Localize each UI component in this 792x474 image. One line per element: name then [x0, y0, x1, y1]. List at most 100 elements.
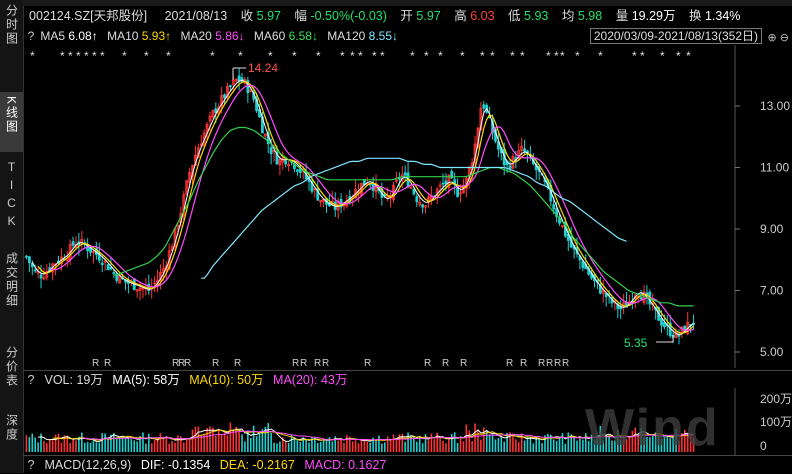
candle-body	[444, 180, 448, 184]
r-marker[interactable]: R	[538, 358, 545, 369]
event-star-marker[interactable]: *	[490, 49, 495, 63]
r-marker[interactable]: R	[234, 358, 241, 369]
tab-tick[interactable]: TICK	[0, 160, 23, 240]
candle-body	[141, 287, 145, 290]
event-star-marker[interactable]: *	[60, 49, 65, 63]
ma10-line	[37, 80, 694, 334]
date-range-box[interactable]: 2020/03/09-2021/08/13(352日)	[589, 28, 762, 44]
candle-body	[601, 289, 605, 294]
r-marker[interactable]: R	[442, 358, 449, 369]
r-marker[interactable]: R	[172, 358, 179, 369]
tab-kline[interactable]: K线图	[0, 92, 23, 152]
r-marker[interactable]: R	[104, 358, 111, 369]
event-star-marker[interactable]: *	[380, 49, 385, 63]
event-star-marker[interactable]: *	[238, 49, 243, 63]
tab-kline-label: K线图	[4, 96, 19, 135]
candle-body	[604, 293, 608, 298]
sidebar: 分时图 K线图 TICK 成交明细 分价表 深度	[0, 0, 24, 473]
candle-body	[409, 186, 413, 189]
candle-body	[412, 188, 416, 195]
event-star-marker[interactable]: *	[144, 49, 149, 63]
candle-body	[30, 263, 34, 268]
event-star-marker[interactable]: *	[292, 49, 297, 63]
tab-price-table[interactable]: 分价表	[0, 346, 23, 402]
event-star-marker[interactable]: *	[68, 49, 73, 63]
event-star-marker[interactable]: *	[122, 49, 127, 63]
price-tick-label: 13.00	[760, 99, 790, 113]
candle-body	[115, 273, 119, 281]
tab-depth[interactable]: 深度	[0, 414, 23, 464]
r-marker[interactable]: R	[554, 358, 561, 369]
event-star-marker[interactable]: *	[676, 49, 681, 63]
candle-body	[663, 322, 666, 328]
r-marker[interactable]: R	[562, 358, 569, 369]
volume-panel	[25, 422, 695, 452]
event-star-marker[interactable]: *	[84, 49, 89, 63]
r-marker[interactable]: R	[322, 358, 329, 369]
event-star-marker[interactable]: *	[268, 49, 273, 63]
event-star-marker[interactable]: *	[410, 49, 415, 63]
event-star-marker[interactable]: *	[480, 49, 485, 63]
event-star-marker[interactable]: *	[598, 49, 603, 63]
r-marker[interactable]: R	[546, 358, 553, 369]
r-marker[interactable]: R	[178, 358, 185, 369]
candle-body	[395, 179, 398, 182]
macd-dea: DEA: -0.2167	[219, 458, 295, 472]
help-icon[interactable]: ?	[27, 373, 35, 387]
candle-body	[287, 164, 291, 167]
event-star-marker[interactable]: *	[316, 49, 321, 63]
tab-trade-details[interactable]: 成交明细	[0, 252, 23, 334]
event-star-marker[interactable]: *	[424, 49, 429, 63]
event-star-marker[interactable]: *	[350, 49, 355, 63]
r-marker[interactable]: R	[212, 358, 219, 369]
quote-info-bar: 002124.SZ[天邦股份] 2021/08/13 收 5.97 幅 -0.5…	[23, 6, 792, 27]
tab-intraday[interactable]: 分时图	[0, 4, 23, 52]
r-marker[interactable]: R	[314, 358, 321, 369]
r-marker[interactable]: R	[506, 358, 513, 369]
event-star-marker[interactable]: *	[438, 49, 443, 63]
zoom-buttons[interactable]: ⊕ ⊖	[767, 32, 790, 44]
r-marker[interactable]: R	[300, 358, 307, 369]
event-star-marker[interactable]: *	[640, 49, 645, 63]
help-icon[interactable]: ?	[27, 458, 35, 472]
tab-tick-label: TICK	[4, 160, 19, 232]
event-star-marker[interactable]: *	[510, 49, 515, 63]
event-star-marker[interactable]: *	[76, 49, 81, 63]
r-marker[interactable]: R	[424, 358, 431, 369]
candle-body	[520, 145, 524, 151]
r-marker[interactable]: R	[92, 358, 99, 369]
r-marker[interactable]: R	[292, 358, 299, 369]
event-star-marker[interactable]: *	[546, 49, 551, 63]
price-axis: 13.00 11.00 9.00 7.00 5.00	[734, 45, 790, 368]
event-star-marker[interactable]: *	[166, 49, 171, 63]
event-star-marker[interactable]: *	[660, 49, 665, 63]
event-star-marker[interactable]: *	[30, 49, 35, 63]
event-star-marker[interactable]: *	[686, 49, 691, 63]
event-star-marker[interactable]: *	[575, 49, 580, 63]
event-star-marker[interactable]: *	[372, 49, 377, 63]
candle-body	[223, 94, 226, 99]
candle-body	[552, 204, 556, 210]
event-star-marker[interactable]: *	[210, 49, 215, 63]
event-star-marker[interactable]: *	[92, 49, 97, 63]
event-star-marker[interactable]: *	[340, 49, 345, 63]
event-star-marker[interactable]: *	[632, 49, 637, 63]
event-star-marker[interactable]: *	[358, 49, 363, 63]
high-value: 6.03	[470, 9, 495, 23]
event-star-marker[interactable]: *	[554, 49, 559, 63]
event-star-marker[interactable]: *	[460, 49, 465, 63]
tab-intraday-label: 分时图	[4, 4, 19, 46]
candle-body	[523, 148, 526, 152]
help-icon[interactable]: ?	[27, 29, 35, 43]
candle-body	[188, 172, 191, 184]
ma-legend-bar: ? MA5 6.08↑ MA10 5.93↑ MA20 5.86↓ MA60 6…	[23, 27, 792, 45]
event-star-marker[interactable]: *	[520, 49, 525, 63]
r-marker[interactable]: R	[184, 358, 191, 369]
event-star-marker[interactable]: *	[100, 49, 105, 63]
r-marker[interactable]: R	[520, 358, 527, 369]
r-marker[interactable]: R	[460, 358, 467, 369]
event-star-marker[interactable]: *	[560, 49, 565, 63]
r-marker[interactable]: R	[364, 358, 371, 369]
candle-body	[176, 225, 180, 228]
